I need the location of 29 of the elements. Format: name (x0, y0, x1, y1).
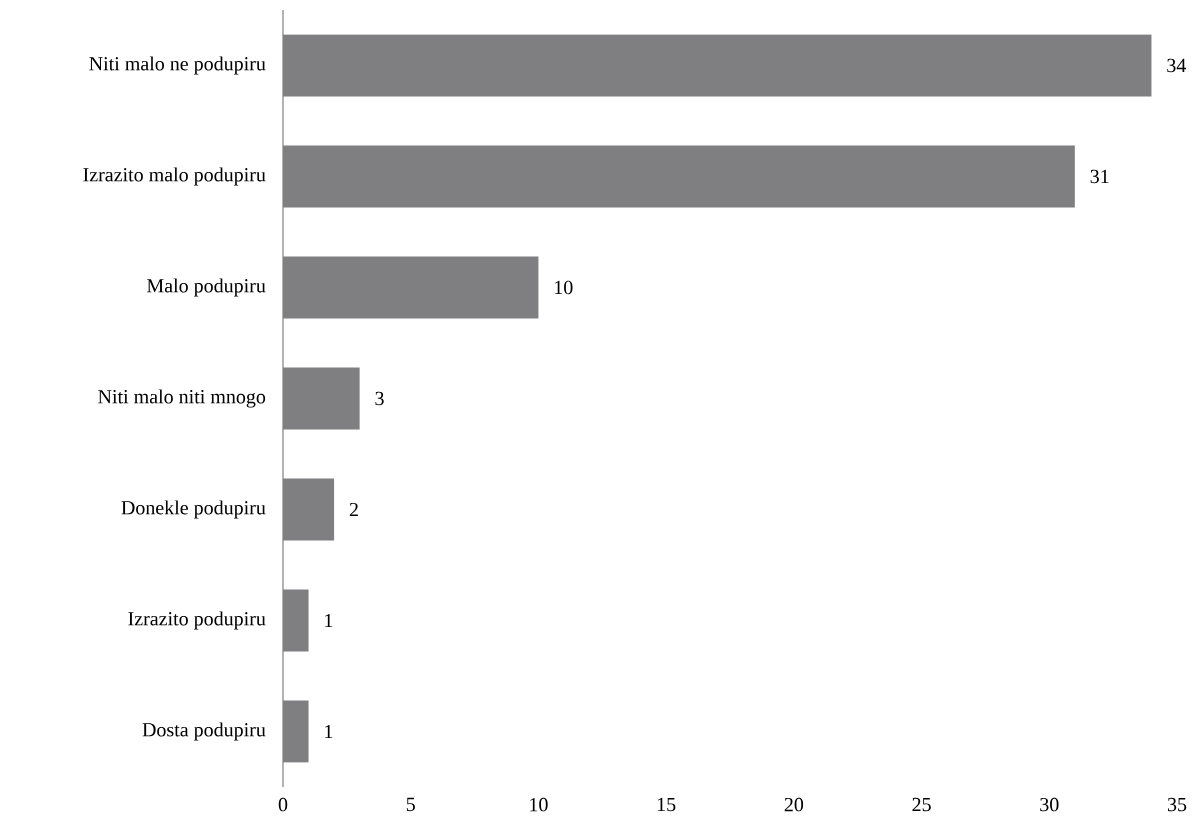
x-tick-label: 10 (530, 797, 548, 812)
bar (283, 34, 1152, 97)
x-tick-label: 30 (1040, 797, 1059, 812)
x-tick-label: 15 (657, 797, 676, 812)
x-tick-label: 0 (278, 797, 288, 812)
y-tick-label: Izrazito podupiru (128, 611, 266, 630)
y-tick-label: Niti malo niti mnogo (98, 389, 266, 408)
y-tick-label: Malo podupiru (147, 278, 266, 297)
x-tick-label: 35 (1167, 797, 1187, 812)
bar (283, 367, 360, 430)
data-label: 2 (349, 502, 358, 517)
bar (283, 478, 335, 541)
bar (283, 589, 309, 652)
data-label: 1 (325, 613, 333, 628)
y-tick-label: Niti malo ne podupiru (89, 56, 266, 75)
x-tick-label: 5 (406, 797, 415, 812)
data-label: 10 (555, 280, 573, 295)
data-label: 31 (1090, 169, 1109, 184)
y-tick-label: Izrazito malo podupiru (83, 167, 266, 186)
y-tick-label: Donekle podupiru (121, 500, 266, 519)
data-label: 1 (325, 724, 333, 739)
bar (283, 256, 539, 319)
bar (283, 700, 309, 763)
data-label: 34 (1167, 58, 1187, 73)
bar (283, 145, 1075, 208)
y-tick-label: Dosta podupiru (142, 722, 266, 741)
x-tick-label: 20 (784, 797, 804, 812)
x-tick-label: 25 (912, 797, 931, 812)
data-label: 3 (375, 391, 384, 406)
